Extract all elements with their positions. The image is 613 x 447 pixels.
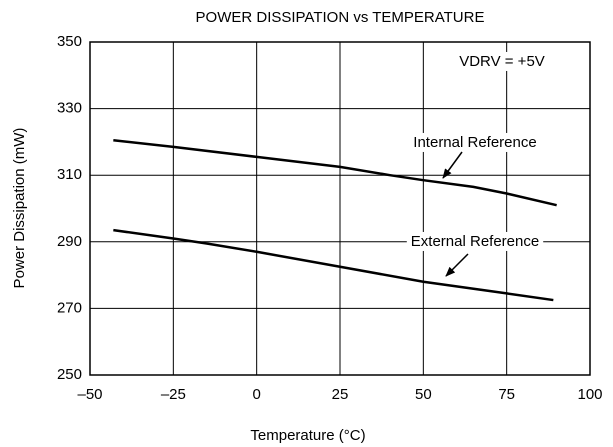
x-tick-label: 50	[415, 386, 432, 403]
x-tick-label: 100	[577, 386, 602, 403]
annotation: Internal Reference	[413, 134, 536, 151]
y-tick-label: 330	[57, 100, 82, 117]
y-tick-label: 250	[57, 366, 82, 383]
annotation-arrow	[445, 253, 469, 277]
x-axis-label: Temperature (°C)	[250, 427, 365, 444]
annotation: VDRV = +5V	[459, 53, 545, 70]
annotation: External Reference	[411, 233, 539, 250]
y-axis-label: Power Dissipation (mW)	[11, 128, 28, 289]
y-tick-label: 290	[57, 233, 82, 250]
y-tick-label: 310	[57, 166, 82, 183]
x-tick-label: 25	[332, 386, 349, 403]
annotation-bg	[455, 51, 549, 71]
x-tick-label: –25	[161, 386, 186, 403]
annotation-bg	[409, 132, 541, 152]
series-line	[113, 228, 554, 302]
x-tick-label: –50	[77, 386, 102, 403]
y-tick-label: 270	[57, 299, 82, 316]
annotation-arrow	[442, 151, 463, 179]
series-line	[113, 138, 557, 207]
annotation-bg	[406, 231, 544, 251]
x-tick-label: 75	[498, 386, 515, 403]
x-tick-label: 0	[252, 386, 260, 403]
plot-frame	[89, 41, 591, 376]
y-tick-label: 350	[57, 33, 82, 50]
chart-title: POWER DISSIPATION vs TEMPERATURE	[196, 9, 485, 26]
